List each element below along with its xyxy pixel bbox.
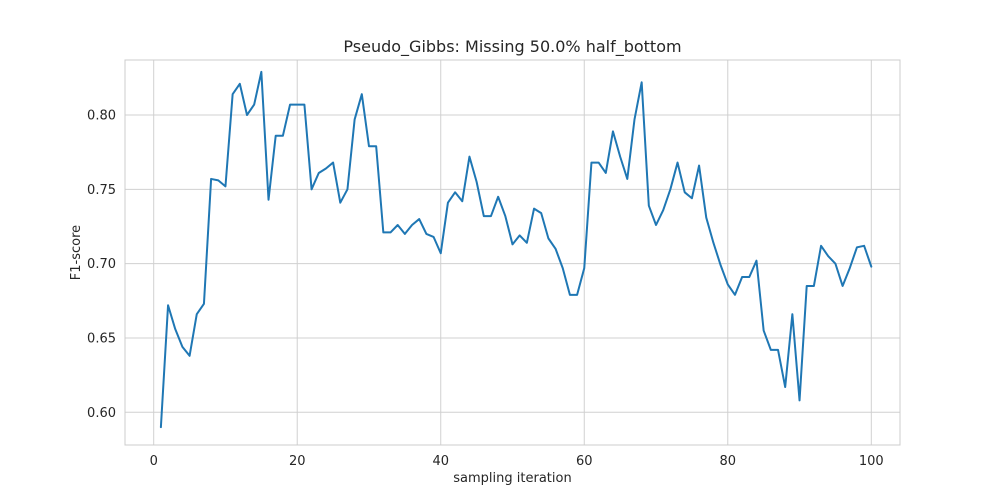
y-tick-label: 0.65 — [87, 331, 116, 346]
y-tick-label: 0.60 — [87, 406, 116, 421]
series-layer — [159, 70, 873, 429]
tick-labels: 0 20 40 60 80 100 0.60 0.65 0.70 0.75 0.80 — [87, 109, 884, 470]
y-tick-label: 0.70 — [87, 257, 116, 272]
y-axis-label: F1-score — [69, 225, 84, 280]
chart-title: Pseudo_Gibbs: Missing 50.0% half_bottom — [343, 37, 681, 57]
series-line — [159, 70, 873, 429]
x-tick-label: 100 — [859, 454, 884, 469]
x-tick-label: 0 — [150, 454, 158, 469]
plot-frame — [124, 59, 901, 446]
x-tick-label: 80 — [720, 454, 737, 469]
x-tick-label: 40 — [432, 454, 449, 469]
x-tick-label: 60 — [576, 454, 593, 469]
x-tick-label: 20 — [289, 454, 306, 469]
grid — [125, 60, 900, 445]
y-tick-label: 0.80 — [87, 109, 116, 124]
y-tick-label: 0.75 — [87, 183, 116, 198]
x-axis-label: sampling iteration — [453, 471, 571, 486]
